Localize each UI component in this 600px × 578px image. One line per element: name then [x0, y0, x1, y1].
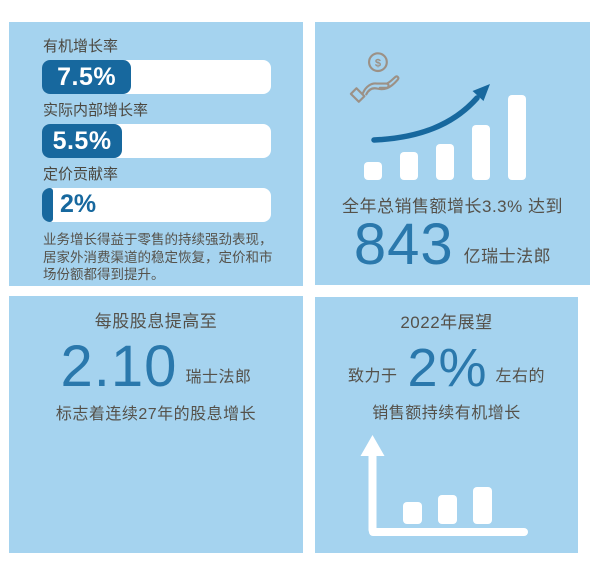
dividend-heading: 每股股息提高至 — [94, 312, 218, 331]
chart-bar — [473, 487, 492, 524]
cuff-outline — [349, 87, 366, 103]
sales-big-number: 843 — [353, 212, 454, 277]
hand-outline — [361, 75, 400, 96]
bar-label-organic: 有机增长率 — [43, 38, 119, 55]
progress-fill-pricing — [42, 188, 53, 222]
dividend-figure-row: 2.10 瑞士法郎 — [9, 338, 303, 396]
outlook-suffix: 左右的 — [495, 368, 546, 385]
sales-figure-row: 843 亿瑞士法郎 — [315, 216, 590, 274]
outlook-bars — [403, 487, 492, 524]
chart-bar — [472, 125, 490, 180]
outlook-big-number: 2% — [407, 338, 488, 398]
coin-circle — [367, 52, 388, 73]
progress-fill-internal: 5.5% — [42, 124, 123, 158]
progress-track-pricing: 2% — [42, 188, 271, 222]
internal-growth-group: 实际内部增长率 5.5% — [42, 102, 275, 158]
trend-arrow-line — [371, 95, 480, 143]
progress-track-organic: 7.5% — [42, 60, 271, 94]
dollar-sign: $ — [375, 57, 382, 69]
outlook-figure-row: 致力于 2% 左右的 — [315, 341, 578, 395]
y-axis-arrow-head — [360, 435, 385, 456]
bar-label-internal: 实际内部增长率 — [43, 102, 149, 119]
chart-bar — [403, 502, 422, 524]
chart-bar — [438, 495, 457, 524]
growth-note: 业务增长得益于零售的持续强劲表现，居家外消费渠道的稳定恢复，定价和市场份额都得到… — [43, 232, 273, 282]
outlook-subtext: 销售额持续有机增长 — [372, 405, 521, 422]
progress-value-organic: 7.5% — [57, 62, 117, 91]
progress-track-internal: 5.5% — [42, 124, 271, 158]
sales-bars — [364, 95, 526, 180]
outlook-chart — [360, 435, 528, 536]
sales-unit: 亿瑞士法郎 — [463, 247, 552, 266]
bar-label-pricing: 定价贡献率 — [43, 166, 119, 183]
sales-caption: 全年总销售额增长3.3% 达到 — [342, 197, 563, 216]
panel-growth-rates: 有机增长率 7.5% 实际内部增长率 5.5% 定价贡献率 2% 业务增长得益于… — [9, 22, 303, 286]
dividend-subtext: 标志着连续27年的股息增长 — [55, 406, 257, 423]
organic-growth-group: 有机增长率 7.5% — [42, 38, 275, 94]
dividend-unit: 瑞士法郎 — [185, 369, 252, 386]
hand-coin-icon: $ — [349, 52, 400, 103]
panel-total-sales: $ 全年总销售额增长3.3% 达到 843 亿瑞士法郎 — [315, 22, 590, 285]
outlook-prefix: 致力于 — [347, 368, 398, 385]
outlook-heading: 2022年展望 — [400, 313, 493, 332]
chart-bar — [364, 162, 382, 180]
sales-growth-chart — [364, 84, 526, 180]
chart-bar — [436, 144, 454, 180]
pricing-contribution-group: 定价贡献率 2% — [42, 166, 275, 222]
dividend-big-number: 2.10 — [60, 334, 178, 399]
progress-value-pricing: 2% — [60, 189, 97, 218]
trend-arrow-head — [472, 84, 490, 101]
progress-fill-organic: 7.5% — [42, 60, 132, 94]
panel-outlook: 2022年展望 致力于 2% 左右的 销售额持续有机增长 — [315, 297, 578, 553]
chart-bar — [508, 95, 526, 180]
panel-dividend: 每股股息提高至 2.10 瑞士法郎 标志着连续27年的股息增长 — [9, 296, 303, 553]
chart-bar — [400, 152, 418, 180]
progress-value-internal: 5.5% — [52, 126, 112, 155]
